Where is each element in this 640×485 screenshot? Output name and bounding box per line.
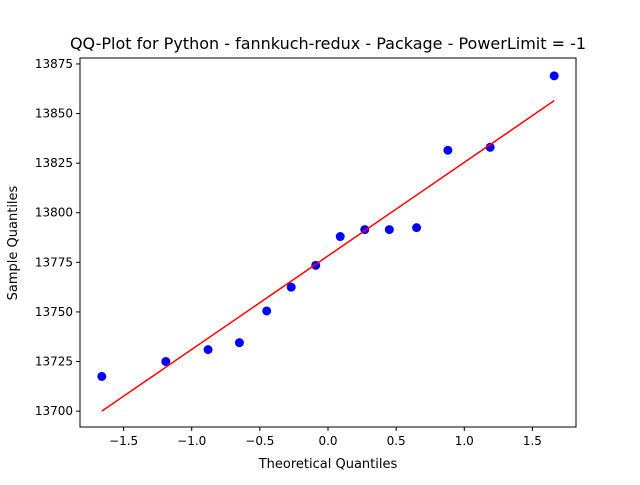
y-axis-label: Sample Quantiles [6, 185, 21, 300]
data-point [203, 345, 213, 355]
data-point [286, 282, 296, 292]
y-tick-label: 13850 [35, 107, 73, 121]
axis-ticks: −1.5 −1.0 −0.5 0.0 0.5 1.0 1.5 13700 13725 13750 1… [35, 57, 542, 448]
data-point [485, 142, 495, 152]
data-point [161, 357, 171, 367]
y-tick-label: 13825 [35, 156, 73, 170]
y-tick-label: 13725 [35, 355, 73, 369]
x-tick-label: 1.5 [523, 434, 542, 448]
y-tick-label: 13800 [35, 206, 73, 220]
y-tick-label: 13700 [35, 404, 73, 418]
x-tick-label: −1.5 [109, 434, 138, 448]
data-point [549, 71, 559, 81]
data-point [262, 306, 272, 316]
x-tick-label: 0.0 [318, 434, 337, 448]
plot-frame [79, 57, 577, 428]
plot-content [97, 71, 559, 412]
x-tick-label: −1.0 [177, 434, 206, 448]
x-tick-label: −0.5 [245, 434, 274, 448]
y-tick-label: 13875 [35, 57, 73, 71]
x-tick-label: 1.0 [455, 434, 474, 448]
data-point [412, 223, 422, 233]
data-point [335, 232, 345, 242]
data-point [234, 338, 244, 348]
chart-title: QQ-Plot for Python - fannkuch-redux - Pa… [70, 34, 586, 53]
x-axis-label: Theoretical Quantiles [258, 457, 398, 472]
x-tick-label: 0.5 [387, 434, 406, 448]
data-point [97, 371, 107, 381]
y-tick-label: 13750 [35, 305, 73, 319]
data-point [384, 225, 394, 235]
data-point [443, 145, 453, 155]
y-tick-label: 13775 [35, 255, 73, 269]
reference-line [101, 100, 555, 412]
